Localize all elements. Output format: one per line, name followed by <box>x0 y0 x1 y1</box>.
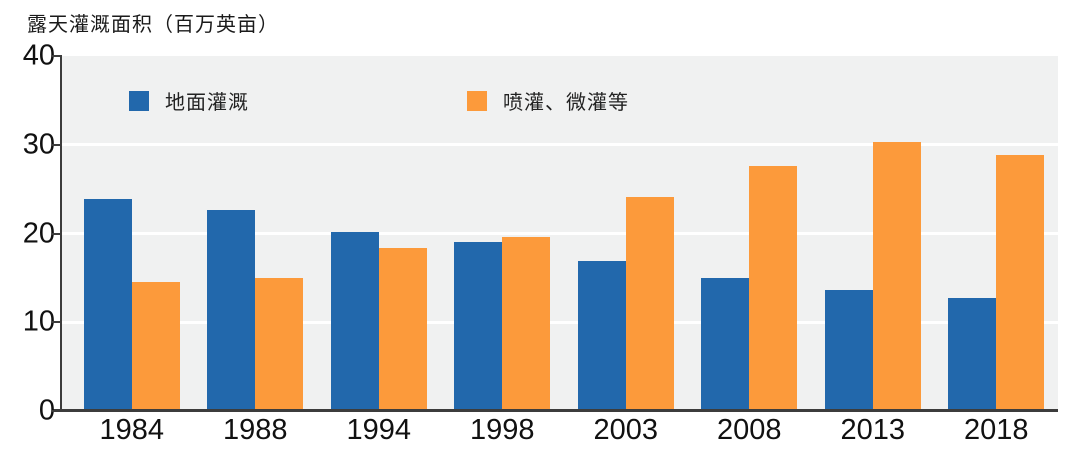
x-axis-label: 1998 <box>469 414 535 446</box>
x-axis-labels: 1984 1988 1994 1998 2003 2008 2013 2018 <box>62 416 1058 445</box>
y-axis-tick-label: 10 <box>22 305 55 338</box>
gridline <box>62 320 1058 324</box>
bar <box>577 261 626 411</box>
gridline <box>62 143 1058 147</box>
y-axis-tick <box>52 232 62 235</box>
legend-swatch-orange <box>467 90 487 111</box>
x-axis-label: 2013 <box>840 414 905 446</box>
plot-area: 地面灌溉 喷灌、微灌等 <box>62 56 1058 411</box>
x-axis-label: 2003 <box>593 414 658 446</box>
legend-swatch-blue <box>129 90 149 111</box>
y-axis-tick <box>52 143 62 146</box>
y-axis-tick-label: 40 <box>22 39 55 72</box>
legend-label: 喷灌、微灌等 <box>503 92 629 114</box>
bar <box>625 197 674 411</box>
y-axis-tick <box>52 410 62 412</box>
y-axis-tick-label: 20 <box>22 217 55 249</box>
bars-row <box>62 56 1058 411</box>
y-axis-tick-label: 0 <box>38 394 55 427</box>
x-axis-label: 2008 <box>716 414 782 446</box>
bar <box>378 247 427 411</box>
bar <box>454 242 503 411</box>
y-axis-tick <box>52 55 62 57</box>
x-axis-line <box>52 409 1058 412</box>
bar <box>948 298 997 411</box>
y-axis-tick <box>52 321 62 324</box>
bar <box>255 277 304 411</box>
bar <box>749 166 798 411</box>
gridline <box>62 232 1058 235</box>
bar-group-2018 <box>935 56 1059 411</box>
legend-item-sprinkler-micro-irrigation: 喷灌、微灌等 <box>467 86 629 115</box>
bar <box>824 290 873 411</box>
x-axis-label: 1984 <box>99 414 164 446</box>
bar <box>502 237 551 411</box>
bar <box>872 142 921 411</box>
y-axis-labels: 0 10 20 30 40 <box>0 0 55 451</box>
legend-label: 地面灌溉 <box>165 92 249 114</box>
bar-group-1984 <box>70 56 194 411</box>
bar-group-2008 <box>688 56 812 411</box>
bar <box>996 155 1045 411</box>
x-axis-label: 1988 <box>222 414 288 446</box>
bar-group-1998 <box>441 56 565 411</box>
chart-title: 露天灌溉面积（百万英亩） <box>27 12 279 36</box>
bar-group-1988 <box>194 56 318 411</box>
bar <box>701 277 750 411</box>
x-axis-label: 2018 <box>963 414 1029 446</box>
bar-group-2013 <box>811 56 935 411</box>
bar <box>131 282 180 411</box>
bar-group-1994 <box>317 56 441 411</box>
bar <box>83 198 132 411</box>
x-axis-label: 1994 <box>346 414 411 446</box>
bar <box>330 231 379 411</box>
y-axis-tick-label: 30 <box>22 128 55 161</box>
legend-item-surface-irrigation: 地面灌溉 <box>129 86 249 115</box>
bar <box>207 209 256 411</box>
bar-group-2003 <box>564 56 688 411</box>
